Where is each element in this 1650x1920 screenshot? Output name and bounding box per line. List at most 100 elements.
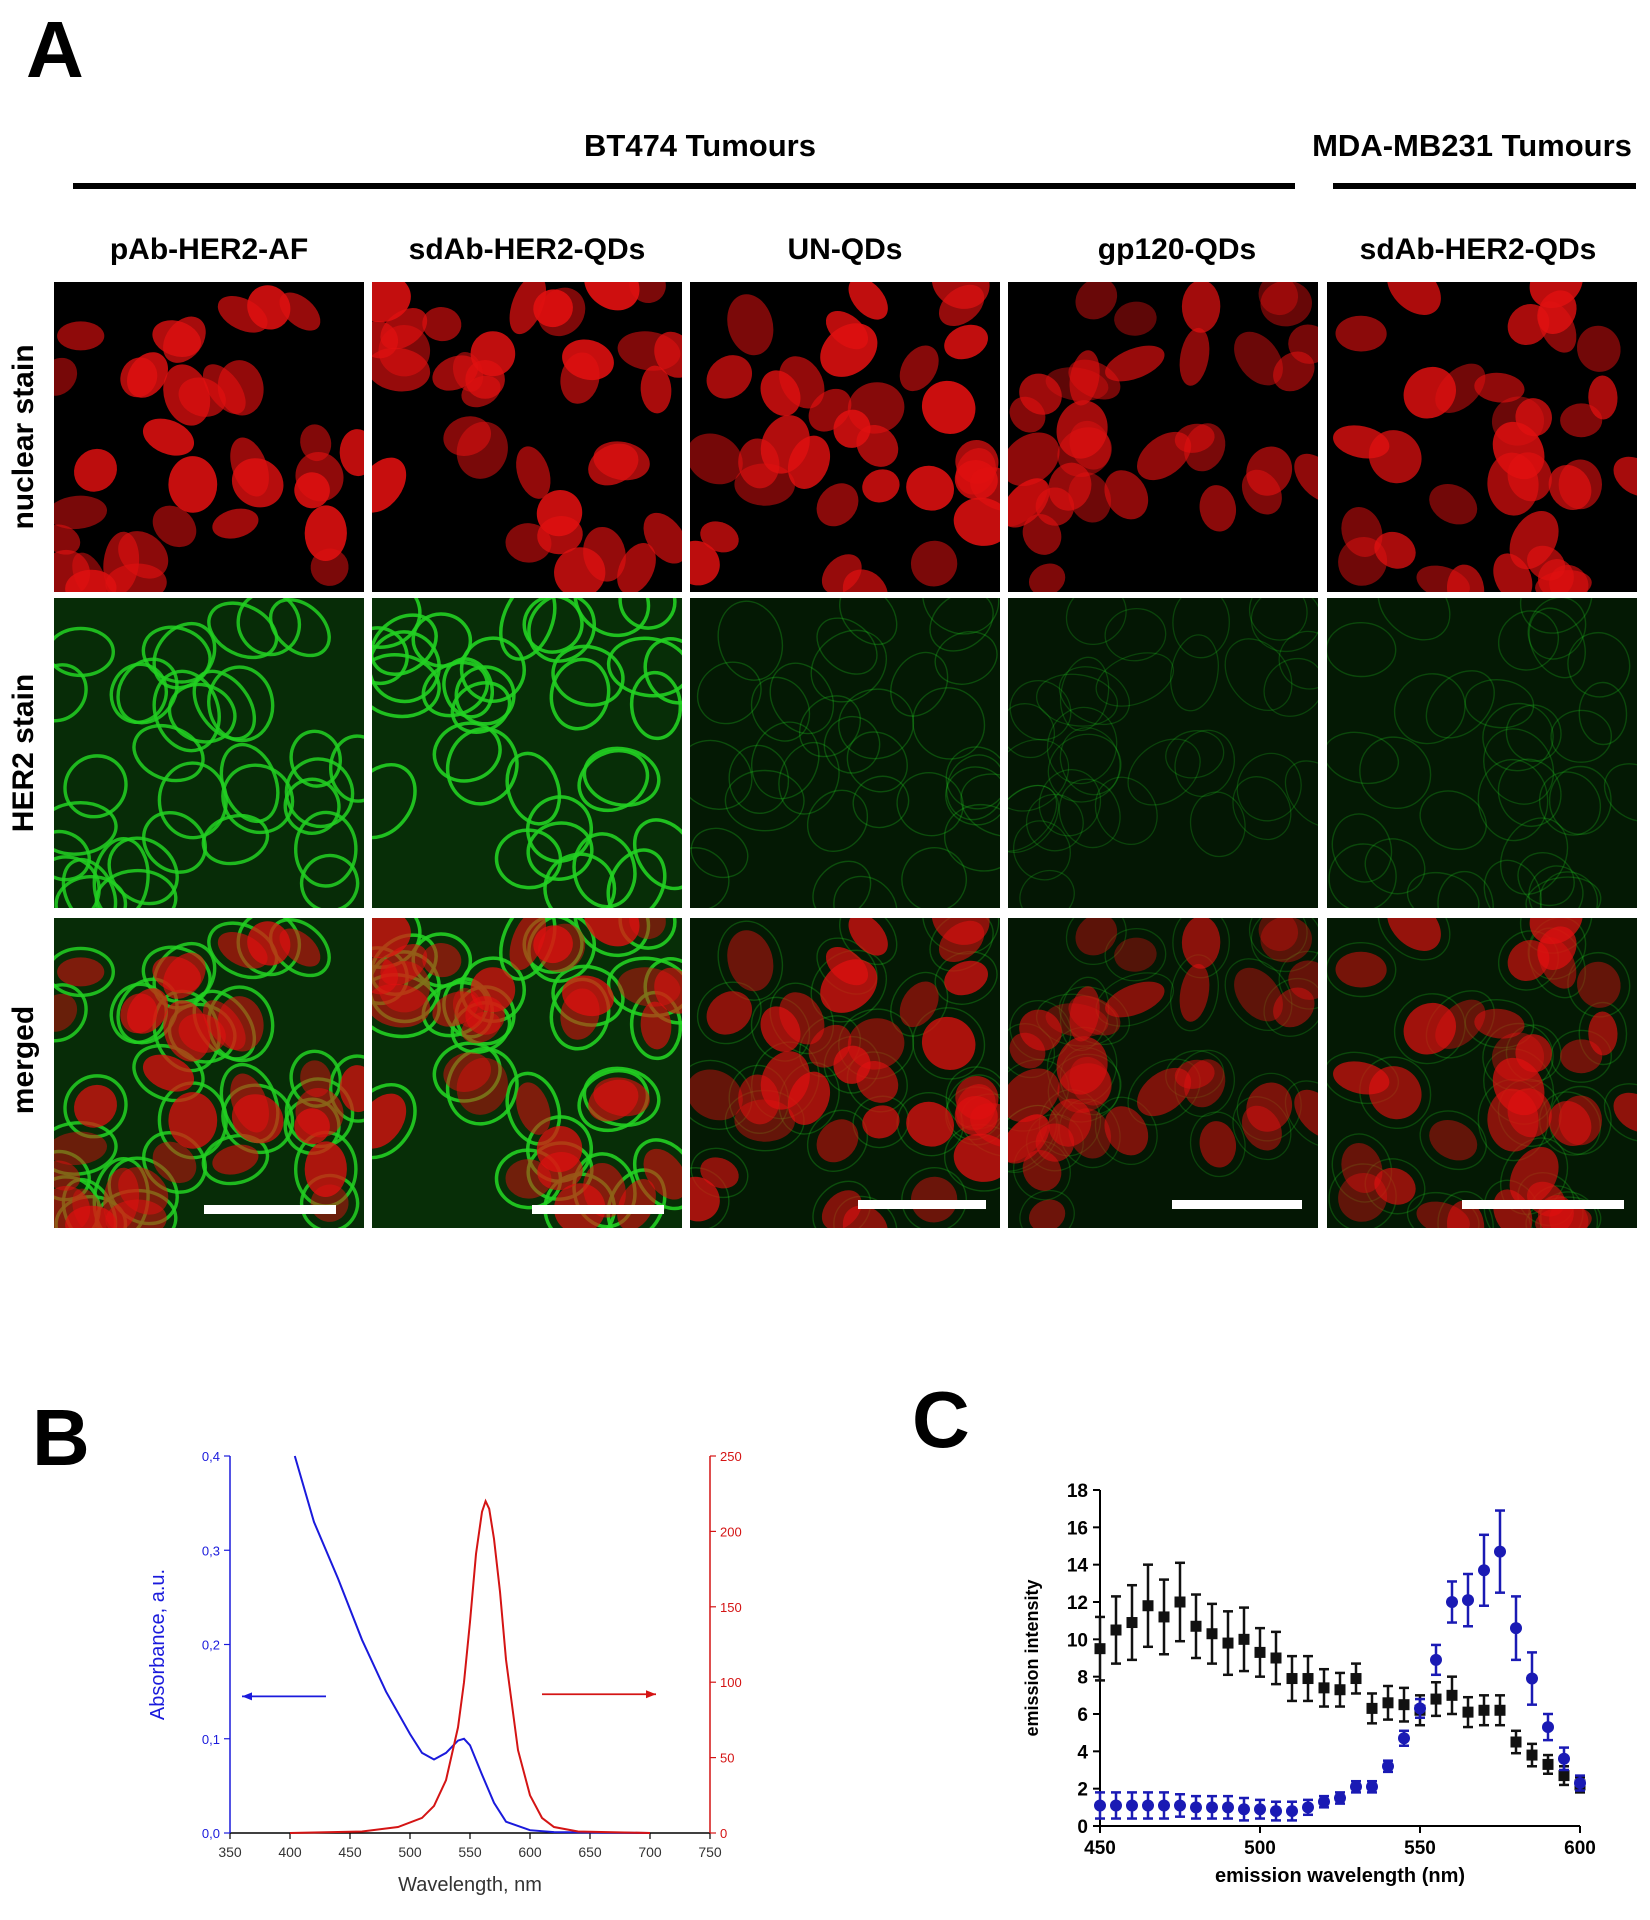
- data-point-square: [1558, 1770, 1570, 1782]
- data-point-circle: [1126, 1799, 1138, 1812]
- absorbance-pl-chart: 350 400 450 500 550 600 650 700 7500,00,10,20,30…: [147, 1449, 742, 1896]
- data-point-square: [1542, 1758, 1554, 1770]
- data-point-square: [1302, 1673, 1314, 1685]
- data-point-circle: [1142, 1799, 1154, 1812]
- micrograph-nuclear-col-5: [1327, 282, 1637, 592]
- y-right-tick-label: 100: [720, 1675, 742, 1690]
- data-point-circle: [1574, 1777, 1586, 1790]
- data-point-square: [1494, 1704, 1506, 1716]
- micrograph-nuclear-col-3: [690, 282, 1000, 592]
- y-left-tick-label: 0,2: [202, 1638, 220, 1653]
- data-point-square: [1174, 1596, 1186, 1608]
- data-point-circle: [1494, 1545, 1506, 1558]
- data-point-square: [1158, 1611, 1170, 1623]
- micrograph-her2-col-1: [54, 598, 364, 908]
- data-point-circle: [1558, 1752, 1570, 1765]
- micrograph-her2-col-3: [690, 598, 1000, 908]
- x-tick-label: 450: [1084, 1838, 1116, 1859]
- data-point-square: [1270, 1652, 1282, 1664]
- data-point-square: [1206, 1628, 1218, 1640]
- micrograph-merged-col-3: [690, 918, 1000, 1228]
- data-point-square: [1350, 1673, 1362, 1685]
- x-axis-label: emission wavelength (nm): [1215, 1865, 1465, 1887]
- data-point-circle: [1318, 1795, 1330, 1808]
- y-right-tick-label: 200: [720, 1524, 742, 1539]
- scale-bar: [204, 1205, 336, 1214]
- x-tick-label: 550: [1404, 1838, 1436, 1859]
- panel-a-letter: A: [26, 5, 84, 94]
- data-point-square: [1510, 1736, 1522, 1748]
- x-tick-label: 600: [1564, 1838, 1596, 1859]
- absorbance-line: [293, 1455, 651, 1834]
- micrograph-merged-col-4: [1008, 918, 1318, 1228]
- data-point-circle: [1366, 1780, 1378, 1793]
- data-point-circle: [1526, 1672, 1538, 1685]
- y-left-tick-label: 0,3: [202, 1543, 220, 1558]
- y-right-tick-label: 50: [720, 1751, 734, 1766]
- x-tick-label: 600: [518, 1844, 542, 1860]
- y-left-tick-label: 0,0: [202, 1826, 220, 1841]
- scale-bar: [532, 1205, 664, 1214]
- x-tick-label: 650: [578, 1844, 602, 1860]
- data-point-circle: [1286, 1805, 1298, 1818]
- data-point-circle: [1110, 1799, 1122, 1812]
- x-tick-label: 550: [458, 1844, 482, 1860]
- column-label-gp120-qds: gp120-QDs: [1097, 233, 1257, 266]
- x-tick-label: 350: [218, 1844, 242, 1860]
- data-point-square: [1238, 1633, 1250, 1645]
- micrograph-merged-col-5: [1327, 918, 1637, 1228]
- column-label-un-qds: UN-QDs: [787, 233, 903, 266]
- x-tick-label: 700: [638, 1844, 662, 1860]
- micrograph-her2-col-5: [1327, 598, 1637, 908]
- data-point-circle: [1270, 1805, 1282, 1818]
- micrograph-merged-col-1: [54, 918, 364, 1228]
- data-point-circle: [1398, 1732, 1410, 1745]
- x-axis-label: Wavelength, nm: [398, 1874, 542, 1896]
- y-tick-label: 10: [1067, 1630, 1088, 1651]
- y-tick-label: 2: [1077, 1780, 1088, 1801]
- data-point-circle: [1190, 1801, 1202, 1814]
- y-tick-label: 8: [1077, 1668, 1088, 1689]
- axis-arrowhead-right: [646, 1690, 656, 1699]
- data-point-square: [1110, 1624, 1122, 1636]
- data-point-circle: [1254, 1803, 1266, 1816]
- data-point-circle: [1094, 1799, 1106, 1812]
- micrograph-her2-col-2: [372, 598, 682, 908]
- data-point-circle: [1174, 1799, 1186, 1812]
- data-point-circle: [1414, 1702, 1426, 1715]
- x-tick-label: 400: [278, 1844, 302, 1860]
- data-point-circle: [1462, 1594, 1474, 1607]
- column-label-pab-her2-af: pAb-HER2-AF: [109, 233, 309, 266]
- column-label-mda-sdab-her2-qds: sdAb-HER2-QDs: [1359, 233, 1597, 266]
- column-label-sdab-her2-qds: sdAb-HER2-QDs: [408, 233, 646, 266]
- group-title-bt474: BT474 Tumours: [584, 128, 816, 163]
- y-right-tick-label: 0: [720, 1826, 727, 1841]
- micrograph-her2-col-4: [1008, 598, 1318, 908]
- scale-bar: [858, 1200, 986, 1209]
- data-point-circle: [1238, 1803, 1250, 1816]
- y-tick-label: 12: [1067, 1593, 1088, 1614]
- data-point-square: [1382, 1697, 1394, 1709]
- x-tick-label: 750: [698, 1844, 722, 1860]
- data-point-circle: [1334, 1792, 1346, 1804]
- data-point-circle: [1206, 1801, 1218, 1814]
- y-right-tick-label: 250: [720, 1449, 742, 1464]
- panel-b-letter: B: [32, 1393, 90, 1482]
- data-point-square: [1222, 1637, 1234, 1649]
- data-point-square: [1318, 1682, 1330, 1694]
- data-point-square: [1526, 1749, 1538, 1761]
- data-point-square: [1126, 1617, 1138, 1629]
- y-tick-label: 14: [1067, 1556, 1089, 1577]
- scale-bar: [1172, 1200, 1302, 1209]
- data-point-square: [1142, 1600, 1154, 1612]
- data-point-circle: [1446, 1596, 1458, 1608]
- data-point-circle: [1158, 1799, 1170, 1812]
- y-tick-label: 4: [1077, 1742, 1088, 1763]
- micrograph-grid: [54, 282, 1637, 1228]
- data-point-circle: [1222, 1801, 1234, 1814]
- data-point-square: [1094, 1643, 1106, 1655]
- data-point-square: [1398, 1699, 1410, 1711]
- data-point-square: [1446, 1689, 1458, 1701]
- micrograph-nuclear-col-4: [1008, 282, 1318, 592]
- y-tick-label: 18: [1067, 1481, 1088, 1502]
